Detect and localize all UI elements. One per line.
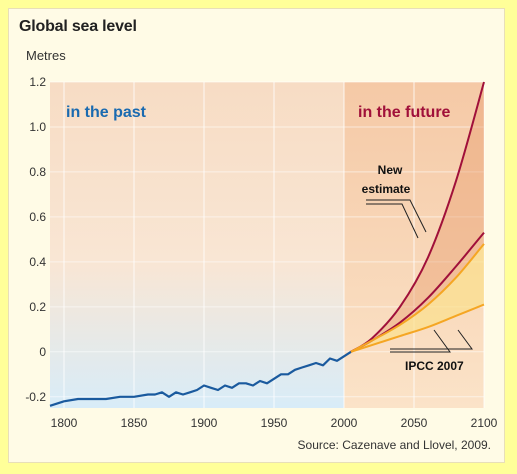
new-estimate-label-line1: New xyxy=(378,163,403,177)
x-tick-labels: 1800 1850 1900 1950 2000 2050 2100 xyxy=(51,416,498,430)
ipcc-leader-lower xyxy=(390,329,451,353)
chart-title: Global sea level xyxy=(19,18,137,35)
new-estimate-leader-upper xyxy=(366,199,427,233)
y-tick-label: 0.2 xyxy=(29,300,46,314)
x-tick-label: 1900 xyxy=(191,416,218,430)
x-tick-label: 1850 xyxy=(121,416,148,430)
y-tick-label: 0.8 xyxy=(29,165,46,179)
y-tick-label: 1.2 xyxy=(29,75,46,89)
y-tick-label: 1.0 xyxy=(29,120,46,134)
y-axis-unit-label: Metres xyxy=(26,48,66,63)
x-tick-label: 1950 xyxy=(261,416,288,430)
new-estimate-label-line2: estimate xyxy=(362,182,411,196)
y-tick-label: 0.4 xyxy=(29,255,46,269)
ipcc-lower-line xyxy=(350,303,485,353)
y-tick-label: -0.2 xyxy=(25,390,46,404)
ipcc-upper-line xyxy=(350,243,485,353)
y-tick-labels: -0.2 0 0.2 0.4 0.6 0.8 1.0 1.2 xyxy=(25,75,46,404)
x-tick-label: 2100 xyxy=(471,416,498,430)
ipcc-leader-upper xyxy=(390,329,473,350)
new-estimate-upper-line xyxy=(350,81,485,353)
series-lines xyxy=(49,81,485,407)
new-estimate-band xyxy=(351,82,484,352)
y-tick-label: 0 xyxy=(39,345,46,359)
x-tick-label: 2050 xyxy=(401,416,428,430)
past-region-label: in the past xyxy=(66,104,147,121)
future-region-label: in the future xyxy=(358,104,451,121)
ipcc-label: IPCC 2007 xyxy=(405,359,464,373)
past-background xyxy=(50,82,344,408)
x-tick-label: 2000 xyxy=(331,416,358,430)
annotation-leaders xyxy=(366,199,473,353)
x-tick-label: 1800 xyxy=(51,416,78,430)
source-note: Source: Cazenave and Llovel, 2009. xyxy=(297,438,491,452)
new-estimate-leader-lower xyxy=(366,203,419,239)
grid xyxy=(50,81,485,408)
y-tick-label: 0.6 xyxy=(29,210,46,224)
observed-line xyxy=(49,350,352,407)
